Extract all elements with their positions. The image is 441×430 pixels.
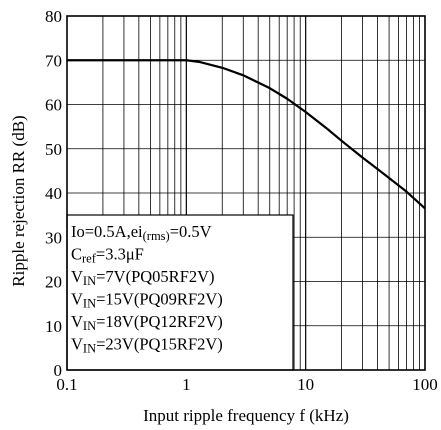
x-tick-label: 100 xyxy=(412,375,438,394)
y-tick-label: 40 xyxy=(45,184,62,203)
y-axis-label: Ripple rejection RR (dB) xyxy=(9,115,28,286)
y-tick-label: 70 xyxy=(45,51,62,70)
y-tick-label: 60 xyxy=(45,96,62,115)
y-tick-label: 10 xyxy=(45,317,62,336)
y-tick-label: 50 xyxy=(45,140,62,159)
y-tick-label: 0 xyxy=(54,361,63,380)
y-tick-label: 30 xyxy=(45,228,62,247)
x-tick-label: 1 xyxy=(182,375,191,394)
y-tick-label: 80 xyxy=(45,7,62,26)
x-tick-label: 10 xyxy=(297,375,314,394)
legend-condition-line: Io=0.5A,ei(rms)=0.5V xyxy=(71,222,212,243)
legend-condition-line: Cref=3.3μF xyxy=(71,245,144,266)
x-axis-label: Input ripple frequency f (kHz) xyxy=(143,406,349,425)
y-tick-label: 20 xyxy=(45,273,62,292)
legend-box: Io=0.5A,ei(rms)=0.5VCref=3.3μFVIN=7V(PQ0… xyxy=(67,215,293,370)
